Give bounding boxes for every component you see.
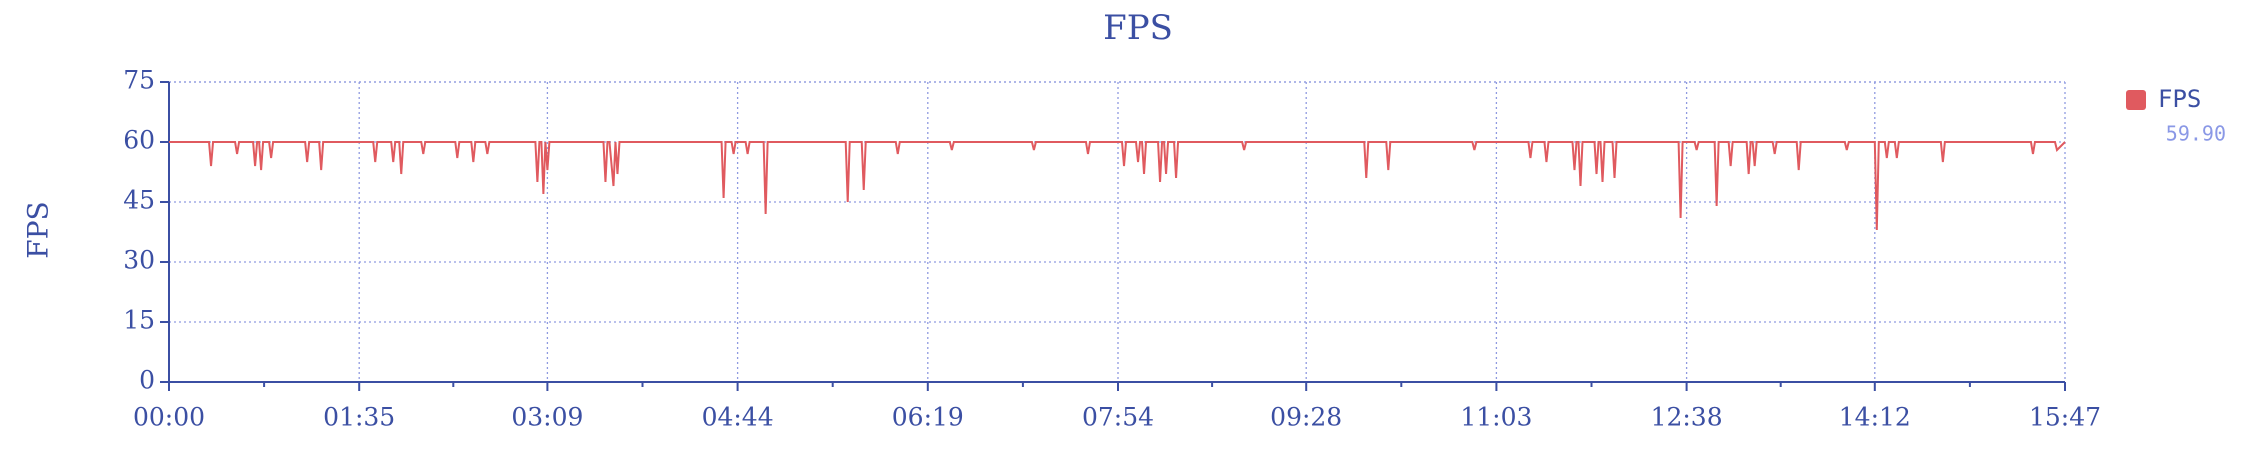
fps-line [169,141,2066,231]
x-tick-label: 03:09 [511,403,583,432]
x-tick-label: 06:19 [892,403,964,432]
chart-title: FPS [1103,8,1173,48]
x-tick-label: 01:35 [323,403,395,432]
y-tick-label: 0 [139,366,155,395]
legend-label: FPS [2158,85,2201,113]
y-tick-label: 45 [123,186,155,215]
legend-value: 59.90 [2166,122,2226,146]
y-axis-label: FPS [22,201,55,258]
x-tick-label: 15:47 [2029,403,2101,432]
x-tick-label: 04:44 [702,403,774,432]
legend-swatch [2126,90,2146,110]
x-tick-label: 09:28 [1270,403,1342,432]
x-tick-label: 14:12 [1839,403,1911,432]
x-tick-label: 07:54 [1082,403,1154,432]
x-tick-label: 12:38 [1651,403,1723,432]
x-tick-label: 00:00 [133,403,205,432]
x-tick-label: 11:03 [1460,403,1532,432]
y-tick-label: 75 [123,66,155,95]
y-tick-label: 60 [123,126,155,155]
y-tick-label: 15 [123,306,155,335]
y-tick-label: 30 [123,246,155,275]
